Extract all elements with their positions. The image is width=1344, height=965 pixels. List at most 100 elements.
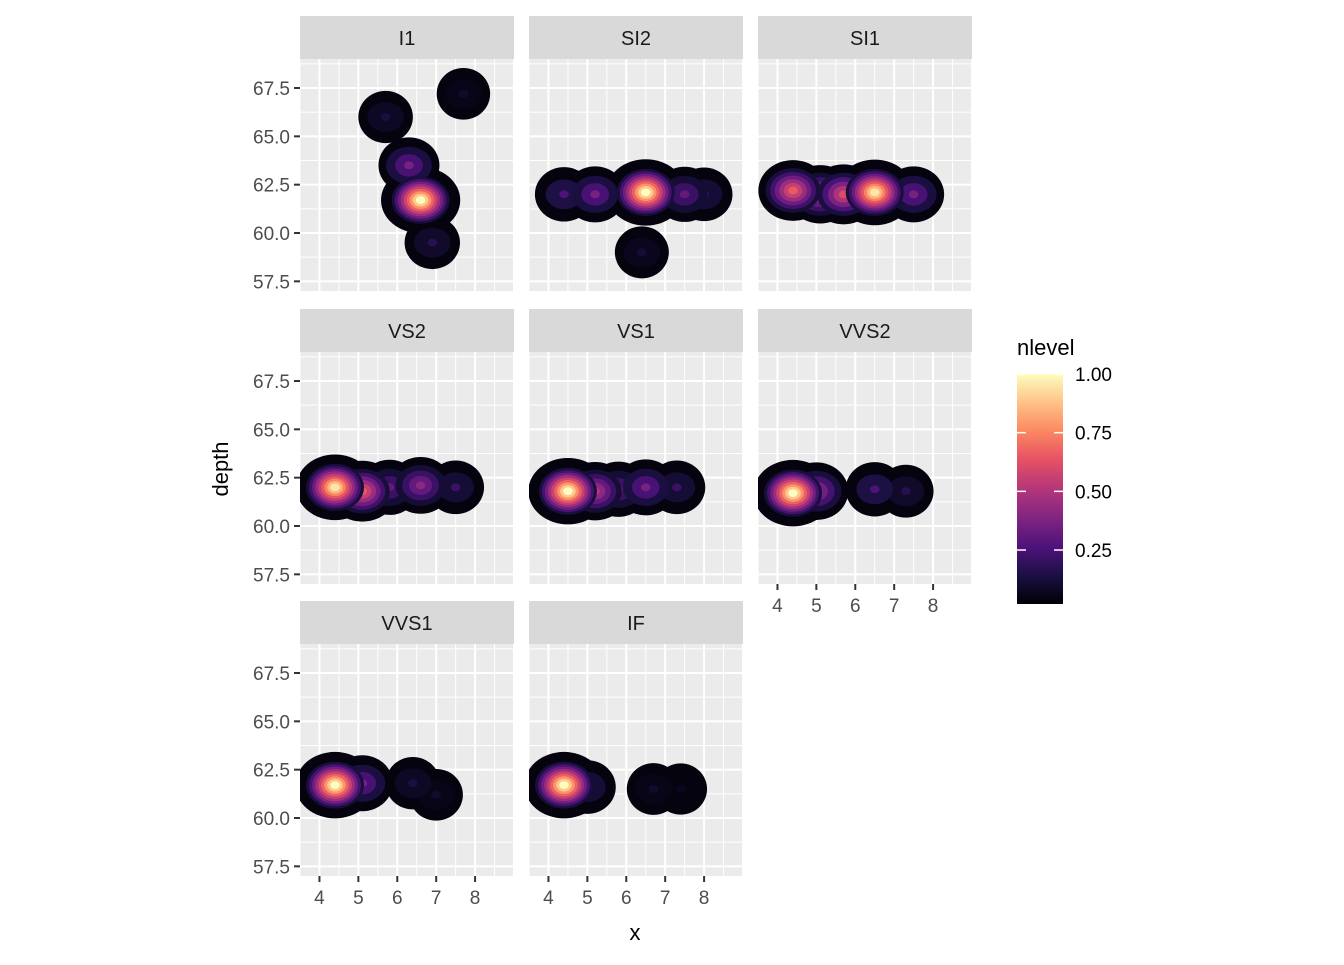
facet-strip <box>300 309 514 352</box>
y-tick-label: 65.0 <box>253 127 290 148</box>
x-tick-label: 5 <box>353 888 364 909</box>
density-contour <box>559 190 569 199</box>
density-contour <box>788 489 798 498</box>
y-axis-label: depth <box>208 441 233 496</box>
x-tick-label: 6 <box>392 888 403 909</box>
y-tick-label: 57.5 <box>253 272 290 293</box>
facet-strip <box>529 16 743 59</box>
density-contour <box>640 188 651 197</box>
facet-strip <box>758 309 972 352</box>
density-contour <box>330 483 340 492</box>
facet-vs1: VS1 <box>528 309 744 584</box>
density-contour <box>415 481 426 490</box>
density-layer <box>758 159 945 226</box>
facet-strip <box>529 309 743 352</box>
y-tick-label: 65.0 <box>253 712 290 733</box>
density-contour <box>404 161 414 170</box>
density-contour <box>679 190 690 199</box>
density-contour <box>380 113 391 121</box>
facet-strip-label: VS2 <box>388 321 426 343</box>
legend: nlevel 1.00 0.75 0.50 0.25 <box>1017 335 1112 604</box>
x-tick-label: 4 <box>543 888 554 909</box>
y-tick-label: 60.0 <box>253 809 290 830</box>
facet-strip-label: I1 <box>399 28 416 50</box>
density-contour <box>788 186 798 195</box>
density-layer <box>529 458 706 525</box>
facet-strip <box>529 601 743 644</box>
legend-label: 0.75 <box>1075 424 1112 445</box>
facet-strip <box>758 16 972 59</box>
facet-strip-label: SI1 <box>850 28 880 50</box>
density-contour <box>408 779 418 788</box>
y-tick-label: 67.5 <box>253 372 290 393</box>
x-tick-label: 7 <box>889 596 900 617</box>
legend-colorbar <box>1017 374 1063 604</box>
legend-label: 0.25 <box>1075 541 1112 562</box>
density-layer <box>358 67 491 270</box>
x-tick-label: 5 <box>811 596 822 617</box>
density-contour <box>563 487 573 496</box>
facet-vvs2: VVS2 <box>757 309 973 584</box>
x-tick-label: 6 <box>621 888 632 909</box>
y-tick-label: 57.5 <box>253 565 290 586</box>
facet-if: IF <box>528 601 744 876</box>
density-contour <box>648 785 659 793</box>
y-tick-label: 67.5 <box>253 664 290 685</box>
density-contour <box>675 785 686 793</box>
density-layer <box>300 751 463 821</box>
facet-strip-label: VS1 <box>617 321 655 343</box>
density-contour <box>869 485 880 494</box>
facet-si2: SI2 <box>528 16 744 291</box>
density-layer <box>758 459 934 527</box>
x-tick-label: 6 <box>850 596 861 617</box>
x-tick-label: 8 <box>470 888 481 909</box>
facet-i1: I1 <box>299 16 515 291</box>
density-contour <box>458 89 469 98</box>
density-contour <box>431 790 441 799</box>
y-tick-label: 60.0 <box>253 224 290 245</box>
density-contour <box>869 188 880 197</box>
density-contour <box>901 487 911 496</box>
y-tick-label: 57.5 <box>253 857 290 878</box>
density-contour <box>590 190 600 199</box>
density-contour <box>415 196 426 205</box>
x-tick-label: 7 <box>431 888 442 909</box>
y-tick-label: 65.0 <box>253 420 290 441</box>
density-layer <box>300 454 485 522</box>
x-tick-label: 5 <box>582 888 593 909</box>
facet-strip-label: VVS1 <box>381 613 432 635</box>
facet-strip-label: SI2 <box>621 28 651 50</box>
facet-si1: SI1 <box>757 16 973 291</box>
density-layer <box>529 751 708 819</box>
x-tick-label: 7 <box>660 888 671 909</box>
y-tick-label: 62.5 <box>253 761 290 782</box>
x-tick-label: 4 <box>772 596 783 617</box>
legend-label: 0.50 <box>1075 482 1112 503</box>
facet-strip <box>300 16 514 59</box>
y-tick-label: 60.0 <box>253 517 290 538</box>
density-contour <box>908 190 919 199</box>
facet-strip-label: IF <box>627 613 645 635</box>
density-contour <box>330 781 340 790</box>
density-contour <box>427 238 438 247</box>
facet-vvs1: VVS1 <box>299 601 515 876</box>
x-tick-label: 8 <box>699 888 710 909</box>
facet-strip-label: VVS2 <box>839 321 890 343</box>
facet-strip <box>300 601 514 644</box>
y-tick-label: 67.5 <box>253 79 290 100</box>
x-axis-label: x <box>630 920 641 945</box>
y-tick-label: 62.5 <box>253 469 290 490</box>
density-contour <box>672 483 682 492</box>
density-contour <box>640 483 651 492</box>
density-contour <box>559 781 569 790</box>
density-layer <box>534 159 733 279</box>
legend-label: 1.00 <box>1075 365 1112 386</box>
x-tick-label: 4 <box>314 888 325 909</box>
x-tick-label: 8 <box>928 596 939 617</box>
density-contour <box>450 483 461 492</box>
legend-title: nlevel <box>1017 335 1074 360</box>
y-tick-label: 62.5 <box>253 176 290 197</box>
facet-vs2: VS2 <box>299 309 515 584</box>
